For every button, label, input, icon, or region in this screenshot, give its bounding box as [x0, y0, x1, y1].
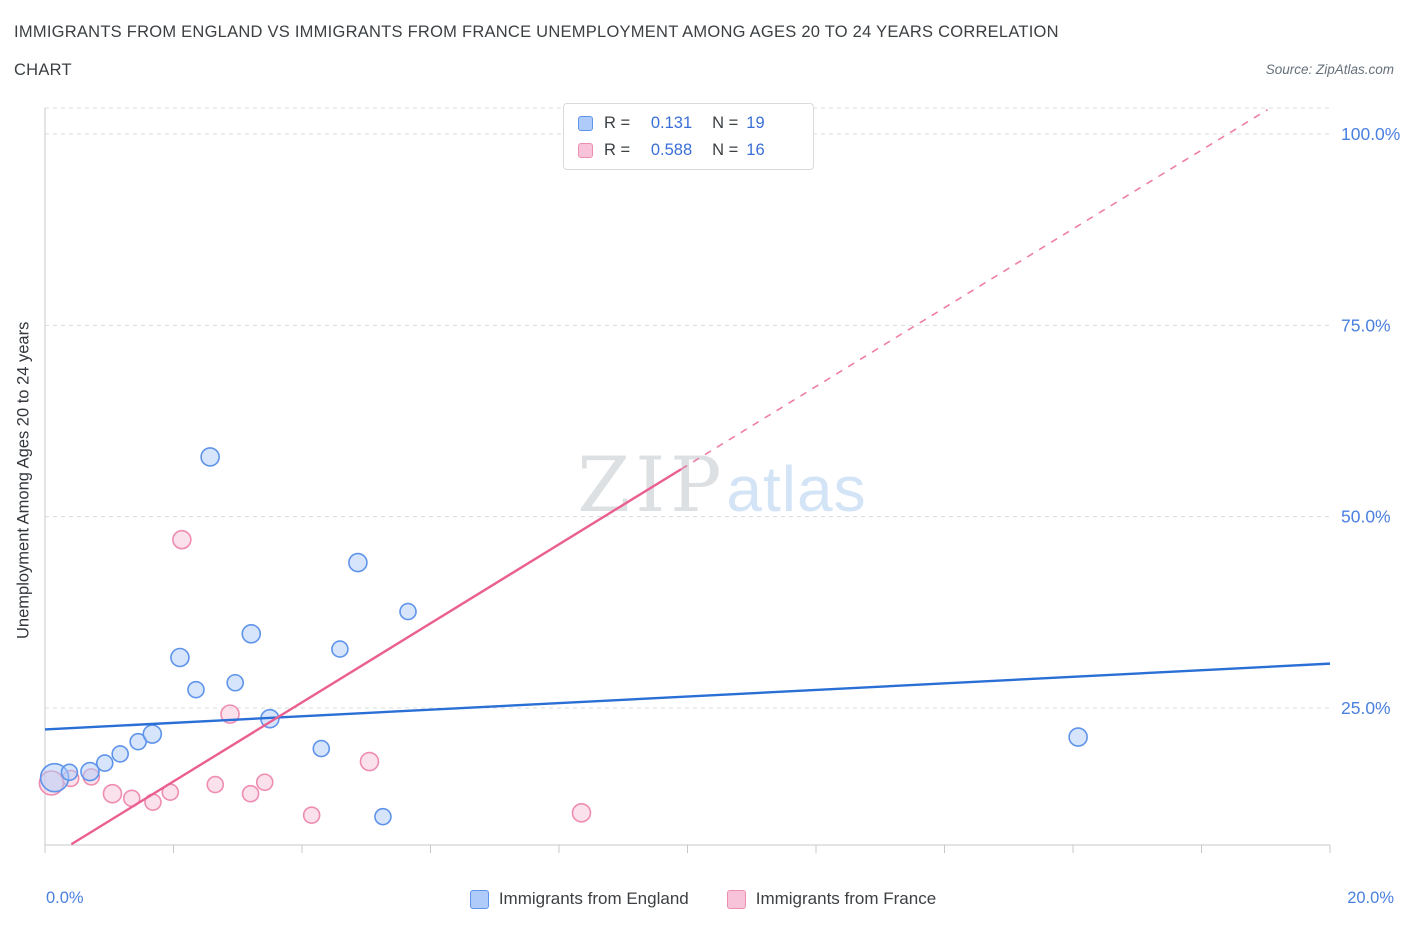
correlation-legend-box: R = 0.131 N = 19 R = 0.588 N = 16: [563, 103, 814, 170]
y-tick-label: 25.0%: [1341, 698, 1391, 718]
legend-n-label: N =: [712, 113, 739, 132]
scatter-point-england[interactable]: [331, 640, 349, 658]
scatter-point-france[interactable]: [172, 529, 192, 550]
scatter-point-england[interactable]: [348, 552, 368, 573]
scatter-point-england[interactable]: [95, 754, 114, 772]
source-link[interactable]: Source: ZipAtlas.com: [1265, 62, 1394, 77]
series-legend: Immigrants from England Immigrants from …: [0, 889, 1406, 909]
scatter-point-england[interactable]: [111, 745, 129, 763]
scatter-point-england[interactable]: [226, 673, 244, 692]
scatter-point-france[interactable]: [241, 784, 260, 803]
scatter-point-england[interactable]: [312, 739, 331, 758]
scatter-point-england[interactable]: [187, 680, 205, 699]
france-swatch-icon: [726, 889, 746, 909]
x-axis-label-max: 20.0%: [1347, 889, 1394, 907]
scatter-point-england[interactable]: [170, 647, 190, 668]
legend-r-label: R =: [604, 140, 631, 159]
scatter-point-england[interactable]: [60, 763, 79, 782]
legend-n-label: N =: [712, 140, 739, 159]
england-swatch-icon: [578, 115, 593, 131]
x-axis-label-min: 0.0%: [46, 889, 84, 907]
scatter-point-england[interactable]: [142, 724, 163, 744]
scatter-point-france[interactable]: [102, 783, 123, 804]
legend-n-value: 19: [746, 113, 765, 132]
scatter-point-france[interactable]: [302, 806, 321, 824]
scatter-point-england[interactable]: [200, 447, 220, 467]
england-swatch-icon: [469, 889, 489, 909]
trendline-england: [44, 662, 1331, 731]
legend-item-england: Immigrants from England: [469, 889, 689, 909]
scatter-point-england[interactable]: [399, 602, 417, 621]
scatter-point-france[interactable]: [206, 775, 225, 794]
legend-item-france: Immigrants from France: [726, 889, 937, 909]
y-tick-label: 100.0%: [1341, 124, 1400, 144]
scatter-point-england[interactable]: [374, 807, 392, 826]
page-title: IMMIGRANTS FROM ENGLAND VS IMMIGRANTS FR…: [14, 23, 1059, 41]
legend-n-value: 16: [746, 140, 765, 159]
legend-item-label: Immigrants from France: [755, 889, 937, 908]
y-tick-label: 75.0%: [1341, 315, 1391, 335]
scatter-point-england[interactable]: [241, 623, 262, 644]
scatter-point-england[interactable]: [1068, 727, 1088, 747]
scatter-point-england[interactable]: [129, 732, 147, 751]
scatter-point-france[interactable]: [359, 751, 380, 772]
page-title-line2: CHART: [14, 61, 72, 79]
y-tick-label: 50.0%: [1341, 507, 1391, 527]
scatter-point-england[interactable]: [80, 761, 100, 782]
legend-item-label: Immigrants from England: [498, 889, 689, 908]
legend-row-england: R = 0.131 N = 19: [578, 112, 799, 134]
legend-r-label: R =: [604, 113, 631, 132]
trendline-france: [70, 468, 682, 846]
legend-r-value: 0.131: [650, 113, 693, 132]
scatter-point-france[interactable]: [255, 773, 274, 792]
trendline-dashed-france: [680, 108, 1269, 470]
legend-r-value: 0.588: [650, 140, 693, 159]
scatter-point-france[interactable]: [571, 803, 592, 823]
legend-row-france: R = 0.588 N = 16: [578, 139, 799, 161]
france-swatch-icon: [578, 142, 593, 158]
y-axis-title: Unemployment Among Ages 20 to 24 years: [14, 321, 33, 639]
